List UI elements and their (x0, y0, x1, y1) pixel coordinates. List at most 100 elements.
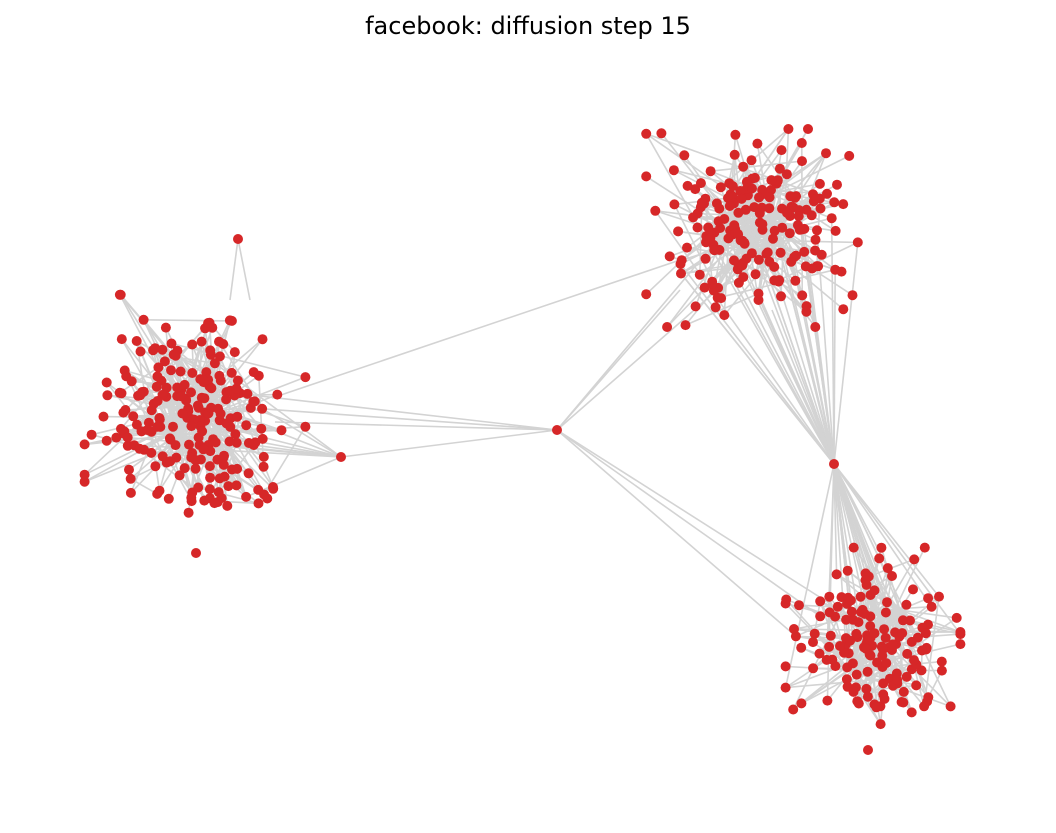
node-bottom-right (796, 698, 807, 709)
node-top-right (650, 205, 661, 216)
node-bottom-right (845, 595, 856, 606)
node-top-right (680, 320, 691, 331)
node-top-right (669, 199, 680, 210)
node-left (224, 436, 235, 447)
node-bottom-right (861, 579, 872, 590)
node-left (192, 400, 203, 411)
node-bottom-right (780, 682, 791, 693)
node-left (174, 470, 185, 481)
node-bottom-right (877, 650, 888, 661)
node-left (272, 389, 283, 400)
node-top-right (705, 233, 716, 244)
node-top-right (641, 171, 652, 182)
node-outlier (191, 548, 201, 558)
node-bottom-right (951, 612, 962, 623)
node-bottom-right (824, 641, 835, 652)
node-left (152, 421, 163, 432)
node-left (197, 426, 208, 437)
node-bottom-right (909, 655, 919, 666)
node-left (79, 476, 90, 487)
node-bottom-right (845, 635, 856, 646)
node-top-right (709, 245, 720, 255)
node-left (198, 375, 209, 386)
node-left (179, 463, 190, 474)
node-left (152, 396, 163, 406)
node-left (258, 461, 269, 472)
node-top-right (715, 182, 726, 193)
node-bottom-right (835, 641, 845, 651)
node-top-right (679, 150, 690, 161)
node-left (154, 413, 165, 423)
node-top-right (707, 279, 718, 289)
node-left (232, 375, 243, 386)
node-top-right (829, 197, 840, 208)
node-left (231, 480, 242, 491)
node-top-right (764, 256, 775, 267)
node-left (230, 429, 241, 440)
bridge-edge (740, 198, 835, 465)
node-left (209, 498, 220, 509)
node-top-right (641, 289, 652, 300)
node-bottom-right (847, 658, 858, 669)
node-left (134, 443, 145, 454)
node-top-right (814, 178, 825, 189)
node-left (116, 388, 127, 399)
node-left (98, 411, 109, 422)
node-left (170, 350, 181, 361)
node-bottom-right (917, 645, 927, 656)
node-left (206, 383, 217, 394)
node-left (201, 367, 212, 378)
node-top-right (714, 203, 725, 214)
node-top-right (700, 253, 711, 264)
node-left (143, 417, 154, 428)
node-left (203, 318, 214, 328)
node-bottom-right (824, 607, 835, 618)
node-left (128, 411, 139, 422)
bridge-edge (833, 463, 888, 603)
node-top-right (836, 266, 847, 277)
node-bottom-right (808, 663, 819, 674)
node-bottom-right (887, 571, 897, 581)
node-left (172, 382, 183, 393)
node-left (186, 421, 197, 432)
node-bottom-right (848, 542, 859, 553)
node-top-right (782, 207, 792, 218)
node-top-right (682, 180, 693, 191)
bridge-edge (833, 463, 880, 559)
node-bottom-right (789, 624, 799, 634)
node-left (101, 377, 112, 388)
node-left (152, 371, 163, 382)
node-bottom-right (865, 621, 876, 631)
node-top-right (662, 322, 673, 332)
node-left (183, 507, 194, 518)
node-bottom-right (879, 624, 890, 635)
node-top-right (822, 188, 832, 199)
node-bottom-right (809, 628, 820, 639)
node-left (124, 464, 134, 475)
node-left (135, 346, 146, 357)
node-left (253, 498, 264, 509)
node-left (159, 356, 170, 367)
node-top-right (754, 192, 764, 203)
node-bottom-right (901, 671, 912, 682)
node-left (164, 433, 175, 444)
node-top-right (729, 149, 740, 160)
node-left (135, 390, 146, 401)
node-top-right (710, 302, 721, 313)
bridge-edge (773, 230, 835, 465)
node-bottom-right (780, 661, 791, 672)
node-top-right (705, 166, 716, 177)
node-bottom-right (815, 596, 826, 607)
node-left (223, 481, 234, 492)
node-left (268, 482, 278, 492)
node-top-right (769, 275, 780, 286)
chart-title: facebook: diffusion step 15 (365, 12, 691, 40)
node-bottom-right (851, 628, 862, 639)
node-top-right (692, 222, 703, 233)
node-bottom-right (796, 642, 807, 653)
node-bottom-right (919, 701, 930, 712)
node-top-right (800, 261, 811, 272)
bridge-edge (556, 193, 828, 431)
bridge-edge (833, 463, 933, 608)
